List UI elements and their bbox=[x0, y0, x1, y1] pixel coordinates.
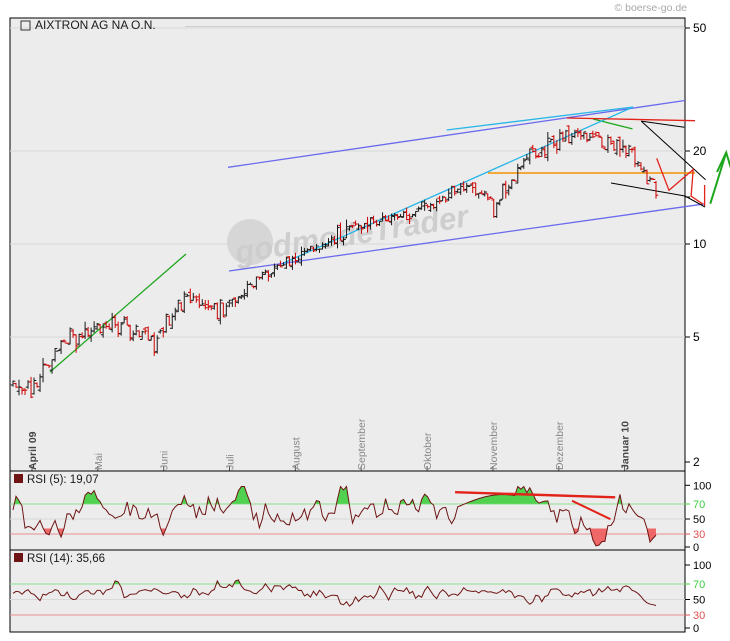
svg-text:100: 100 bbox=[693, 560, 711, 572]
svg-text:2: 2 bbox=[693, 455, 700, 469]
svg-text:September: September bbox=[356, 418, 368, 470]
svg-text:Januar 10: Januar 10 bbox=[620, 421, 632, 470]
svg-text:November: November bbox=[488, 421, 500, 470]
svg-text:50: 50 bbox=[693, 21, 707, 35]
svg-text:August: August bbox=[290, 437, 302, 470]
svg-text:0: 0 bbox=[693, 542, 699, 554]
svg-text:70: 70 bbox=[693, 499, 705, 511]
svg-text:© boerse-go.de: © boerse-go.de bbox=[614, 2, 687, 14]
svg-text:50: 50 bbox=[693, 514, 705, 526]
svg-text:Oktober: Oktober bbox=[422, 432, 434, 470]
svg-text:30: 30 bbox=[693, 529, 705, 541]
svg-text:April 09: April 09 bbox=[27, 431, 39, 470]
svg-text:RSI (5): 19,07: RSI (5): 19,07 bbox=[27, 474, 99, 486]
svg-text:50: 50 bbox=[693, 595, 705, 607]
svg-text:AIXTRON AG NA O.N.: AIXTRON AG NA O.N. bbox=[35, 18, 156, 32]
svg-text:100: 100 bbox=[693, 480, 711, 492]
svg-text:Juni: Juni bbox=[159, 451, 171, 470]
svg-text:Mai: Mai bbox=[93, 453, 105, 470]
svg-text:0: 0 bbox=[693, 623, 699, 635]
svg-text:Dezember: Dezember bbox=[554, 421, 566, 470]
svg-text:10: 10 bbox=[693, 237, 707, 251]
svg-text:RSI (14): 35,66: RSI (14): 35,66 bbox=[27, 553, 105, 565]
svg-text:Juli: Juli bbox=[225, 454, 237, 470]
svg-text:30: 30 bbox=[693, 610, 705, 622]
svg-text:5: 5 bbox=[693, 330, 700, 344]
svg-text:70: 70 bbox=[693, 579, 705, 591]
svg-text:20: 20 bbox=[693, 144, 707, 158]
